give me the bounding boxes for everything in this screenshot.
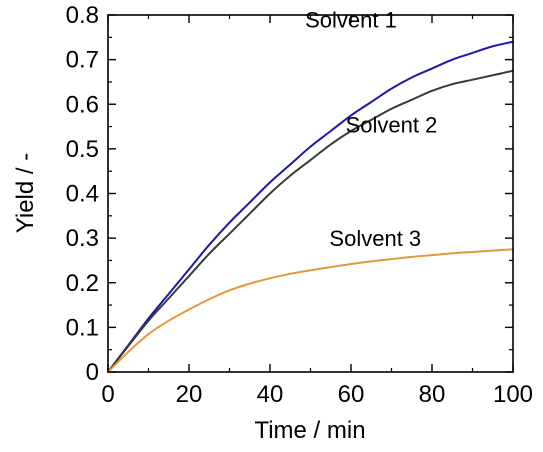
y-tick-label: 0 [86,359,99,386]
series-line-solvent-1 [107,40,514,373]
y-tick-label: 0.7 [66,47,99,74]
y-tick-label: 0.8 [66,2,99,29]
series-layer [107,40,514,373]
series-label-solvent-1: Solvent 1 [305,7,397,32]
plot-frame [107,14,514,373]
x-tick-label: 60 [338,381,365,408]
y-tick-label: 0.1 [66,314,99,341]
labels-layer: 0 20 40 60 80 100 0 0.1 0.2 0.3 0.4 0.5 0.6 0.7 0.8 Sol… [66,2,533,408]
series-label-solvent-2: Solvent 2 [346,112,438,137]
x-tick-label: 80 [419,381,446,408]
x-tick-label: 40 [257,381,284,408]
y-tick-label: 0.4 [66,181,99,208]
x-tick-label: 0 [101,381,114,408]
series-label-solvent-3: Solvent 3 [329,226,421,251]
x-tick-label: 100 [493,381,533,408]
series-line-solvent-3 [107,248,514,373]
ticks-layer [107,14,514,373]
x-axis-title: Time / min [254,417,365,444]
y-tick-label: 0.2 [66,270,99,297]
series-line-solvent-2 [107,69,514,373]
y-axis-title: Yield / - [12,153,39,233]
y-tick-label: 0.5 [66,136,99,163]
x-tick-label: 20 [176,381,203,408]
y-tick-label: 0.6 [66,91,99,118]
y-tick-label: 0.3 [66,225,99,252]
